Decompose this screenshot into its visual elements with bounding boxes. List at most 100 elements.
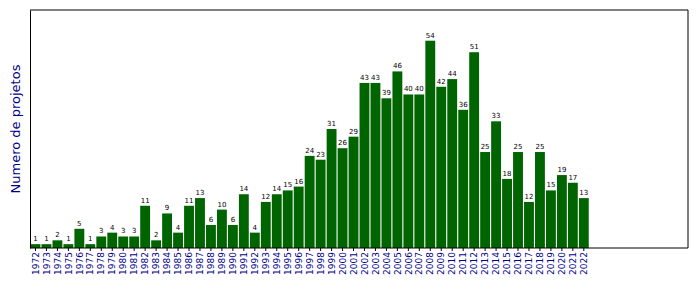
data-label: 31 [327, 120, 336, 128]
x-tick-mark [68, 248, 69, 251]
x-tick-label: 2020 [557, 252, 567, 275]
x-tick: 1995 [283, 248, 293, 275]
data-labels: 1121513433112941113610614412141516242331… [33, 32, 588, 243]
x-tick-label: 2005 [393, 252, 403, 275]
x-tick-mark [243, 248, 244, 251]
x-tick-mark [419, 248, 420, 251]
bar [272, 194, 282, 248]
bar [250, 233, 260, 248]
x-tick: 1990 [228, 248, 238, 275]
data-label: 23 [316, 151, 325, 159]
x-tick: 2002 [360, 248, 370, 275]
bar [107, 233, 117, 248]
x-tick-label: 2007 [414, 252, 424, 275]
x-tick-label: 1997 [305, 252, 315, 275]
x-tick-label: 1999 [327, 252, 337, 275]
bar [381, 98, 391, 248]
bar [480, 152, 490, 248]
data-label: 36 [459, 101, 468, 109]
data-label: 25 [535, 143, 544, 151]
y-axis-title: Numero de projetos [8, 64, 23, 193]
data-label: 4 [176, 224, 181, 232]
data-label: 39 [382, 89, 391, 97]
x-tick-label: 1995 [283, 252, 293, 275]
x-tick-mark [364, 248, 365, 251]
x-tick: 1975 [64, 248, 74, 275]
x-tick: 2021 [568, 248, 578, 275]
x-tick-mark [112, 248, 113, 251]
data-label: 12 [261, 193, 270, 201]
bar [74, 229, 84, 248]
x-tick: 2006 [404, 248, 414, 275]
x-tick-mark [189, 248, 190, 251]
data-label: 11 [141, 197, 150, 205]
frame [30, 10, 688, 248]
x-tick: 2012 [469, 248, 479, 275]
x-tick-mark [287, 248, 288, 251]
data-label: 3 [121, 227, 125, 235]
x-tick-label: 1977 [85, 252, 95, 275]
x-tick-mark [101, 248, 102, 251]
x-axis: 1972197319741975197619771978197919801981… [30, 248, 688, 275]
x-tick: 2019 [546, 248, 556, 275]
x-tick-label: 1989 [217, 252, 227, 275]
x-tick-label: 2018 [535, 252, 545, 275]
x-tick-mark [375, 248, 376, 251]
x-tick-mark [474, 248, 475, 251]
data-label: 43 [371, 74, 380, 82]
x-tick-mark [134, 248, 135, 251]
x-tick-mark [309, 248, 310, 251]
data-label: 2 [55, 231, 59, 239]
x-tick-mark [408, 248, 409, 251]
x-tick-label: 1987 [195, 252, 205, 275]
x-tick-mark [331, 248, 332, 251]
data-label: 33 [492, 112, 501, 120]
bar [458, 110, 468, 248]
x-tick-label: 2016 [513, 252, 523, 275]
bar [63, 244, 73, 248]
data-label: 29 [349, 128, 358, 136]
x-tick-label: 1978 [96, 252, 106, 275]
x-tick-mark [386, 248, 387, 251]
x-tick-label: 1983 [151, 252, 161, 275]
data-label: 25 [481, 143, 490, 151]
x-tick-mark [507, 248, 508, 251]
y-axis [30, 11, 31, 249]
x-tick-mark [167, 248, 168, 251]
data-label: 1 [44, 235, 48, 243]
x-tick: 1977 [85, 248, 95, 275]
x-tick-mark [353, 248, 354, 251]
bar [524, 202, 534, 248]
data-label: 24 [305, 147, 314, 155]
bar [436, 87, 446, 248]
x-tick: 2016 [513, 248, 523, 275]
x-tick-mark [35, 248, 36, 251]
bar [502, 179, 512, 248]
x-tick: 1974 [53, 248, 63, 275]
x-tick: 1981 [129, 248, 139, 275]
x-tick: 2007 [414, 248, 424, 275]
x-tick: 1983 [151, 248, 161, 275]
x-tick: 1987 [195, 248, 205, 275]
data-label: 11 [185, 197, 194, 205]
x-tick-mark [46, 248, 47, 251]
x-tick-label: 1972 [31, 252, 41, 275]
data-label: 16 [294, 178, 303, 186]
x-tick-label: 1979 [107, 252, 117, 275]
x-tick-label: 1986 [184, 252, 194, 275]
x-tick-mark [572, 248, 573, 251]
data-label: 2 [154, 231, 158, 239]
bar [392, 71, 402, 248]
bar [52, 240, 62, 248]
x-tick-label: 2009 [436, 252, 446, 275]
x-tick-label: 1992 [250, 252, 260, 275]
x-tick: 2013 [480, 248, 490, 275]
x-tick-mark [221, 248, 222, 251]
x-tick-mark [298, 248, 299, 251]
x-tick-mark [550, 248, 551, 251]
x-tick-label: 1975 [64, 252, 74, 275]
bar [42, 244, 52, 248]
data-label: 10 [217, 201, 226, 209]
x-tick-label: 2012 [469, 252, 479, 275]
bar [414, 94, 424, 248]
